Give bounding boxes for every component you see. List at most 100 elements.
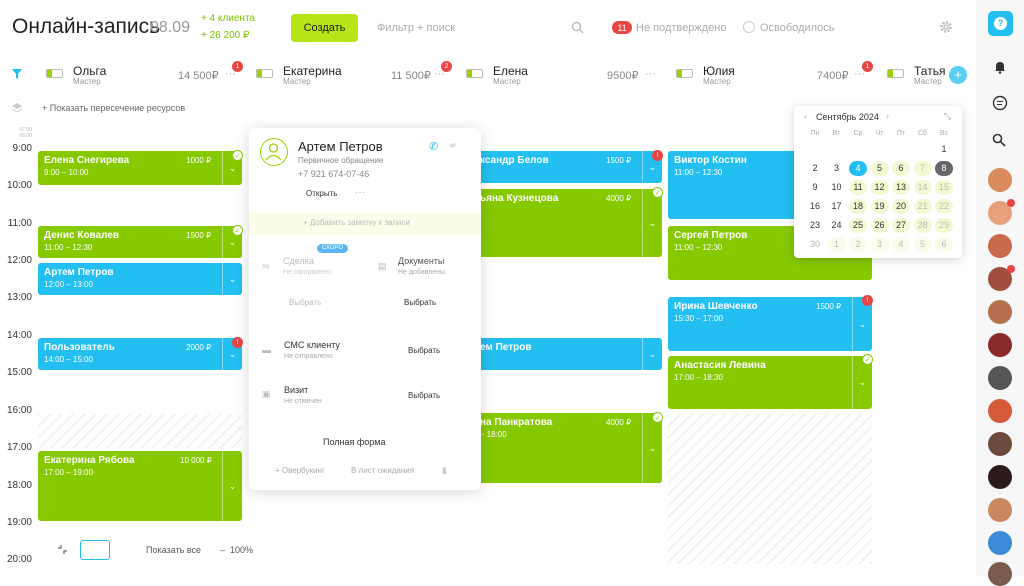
more-icon[interactable]: ··· xyxy=(225,68,236,80)
add-note-button[interactable]: + Добавить заметку к записи xyxy=(303,218,410,227)
search-input[interactable]: Фильтр + поиск xyxy=(377,22,456,34)
next-month-icon[interactable]: › xyxy=(886,111,889,121)
more-icon[interactable]: ··· xyxy=(854,68,865,80)
trash-icon[interactable]: ▮ xyxy=(442,465,447,475)
calendar-day[interactable]: 13 xyxy=(892,180,910,195)
show-all-button[interactable]: Показать все xyxy=(146,545,201,555)
calendar-day[interactable]: 7 xyxy=(913,161,932,176)
chevron-down-icon[interactable]: ⌄ xyxy=(642,189,662,257)
avatar[interactable] xyxy=(988,399,1012,423)
avatar[interactable] xyxy=(988,300,1012,324)
chevron-down-icon[interactable]: ⌄ xyxy=(222,226,242,258)
avatar[interactable] xyxy=(988,333,1012,357)
appointment-card[interactable]: Артем Петров 12:00 – 13:00 ⌄ xyxy=(38,263,242,295)
more-icon[interactable]: ··· xyxy=(434,68,445,80)
search-sidebar-icon[interactable] xyxy=(992,133,1006,147)
appointment-card[interactable]: Пользователь 14:00 – 15:00 2000 ₽ ⌄ xyxy=(38,338,242,370)
calendar-day[interactable]: 6 xyxy=(892,161,910,176)
calendar-day[interactable]: 12 xyxy=(870,180,889,195)
avatar[interactable] xyxy=(988,234,1012,258)
collapse-icon[interactable]: ⤡ xyxy=(944,111,952,121)
note-area[interactable] xyxy=(249,212,481,236)
client-phone[interactable]: +7 921 674-07-46 xyxy=(298,169,370,179)
chevron-down-icon[interactable]: ⌄ xyxy=(222,263,242,295)
add-resource-button[interactable]: + xyxy=(949,66,967,84)
avatar[interactable] xyxy=(988,498,1012,522)
calendar-day[interactable]: 4 xyxy=(849,161,867,176)
avatar[interactable] xyxy=(988,366,1012,390)
calendar-day[interactable]: 20 xyxy=(892,199,910,214)
appointment-card[interactable]: ксандр Белов 1500 ₽ ⌄ xyxy=(458,151,662,183)
collapse-icon[interactable] xyxy=(57,544,68,555)
more-icon[interactable]: ··· xyxy=(355,187,365,198)
calendar-day[interactable]: 9 xyxy=(812,182,818,192)
full-form-link[interactable]: Полная форма xyxy=(323,437,386,447)
create-button[interactable]: Создать xyxy=(291,14,358,42)
resource-name[interactable]: Татья xyxy=(914,64,946,78)
calendar-day[interactable]: 8 xyxy=(935,161,953,176)
deal-choose-button[interactable]: Выбрать xyxy=(289,298,322,307)
sms-choose-button[interactable]: Выбрать xyxy=(408,346,441,355)
chat-icon[interactable] xyxy=(992,95,1008,111)
avatar[interactable] xyxy=(988,531,1012,555)
search-icon[interactable] xyxy=(571,21,584,34)
calendar-day[interactable]: 27 xyxy=(892,218,910,233)
calendar-day[interactable]: 1 xyxy=(941,144,947,154)
open-button[interactable]: Открыть xyxy=(306,189,338,198)
calendar-day[interactable]: 24 xyxy=(831,220,842,230)
calendar-day[interactable]: 4 xyxy=(892,237,910,252)
filter-icon[interactable] xyxy=(11,68,23,80)
calendar-day[interactable]: 16 xyxy=(809,201,820,211)
unconfirmed-filter[interactable]: Не подтверждено xyxy=(636,22,727,34)
docs-choose-button[interactable]: Выбрать xyxy=(404,298,437,307)
avatar[interactable] xyxy=(988,562,1012,586)
client-name[interactable]: Артем Петров xyxy=(298,139,383,154)
appointment-card[interactable]: Денис Ковалев 11:00 – 12:30 1500 ₽ ⌄ xyxy=(38,226,242,258)
calendar-day[interactable]: 28 xyxy=(913,218,932,233)
calendar-day[interactable]: 5 xyxy=(913,237,932,252)
calendar-title[interactable]: Сентябрь 2024 xyxy=(816,112,879,122)
chevron-down-icon[interactable]: ⌄ xyxy=(222,338,242,370)
calendar-day[interactable]: 25 xyxy=(849,218,867,233)
calendar-day[interactable]: 29 xyxy=(935,218,953,233)
calendar-day[interactable]: 3 xyxy=(833,163,839,173)
appointment-card[interactable]: Екатерина Рябова 17:00 – 19:00 10 000 ₽ … xyxy=(38,451,242,521)
prev-month-icon[interactable]: ‹ xyxy=(804,111,807,121)
message-icon[interactable]: ▰ xyxy=(449,140,457,151)
more-icon[interactable]: ··· xyxy=(645,68,656,80)
resource-name[interactable]: Ольга xyxy=(73,64,107,78)
avatar[interactable] xyxy=(988,465,1012,489)
chevron-down-icon[interactable]: ⌄ xyxy=(222,151,242,185)
calendar-day[interactable]: 23 xyxy=(809,220,820,230)
freed-toggle-icon[interactable] xyxy=(743,21,755,33)
calendar-day[interactable]: 22 xyxy=(935,199,953,214)
overbooking-button[interactable]: + Овербукинг xyxy=(275,466,325,475)
resource-name[interactable]: Юлия xyxy=(703,64,735,78)
calendar-day[interactable]: 17 xyxy=(831,201,842,211)
chevron-down-icon[interactable]: ⌄ xyxy=(222,451,242,521)
appointment-card[interactable]: ем Петров ⌄ xyxy=(458,338,662,370)
zoom-out-button[interactable]: – xyxy=(220,545,226,555)
appointment-card[interactable]: на Панкратова – 18:00 4000 ₽ ⌄ xyxy=(458,413,662,483)
show-overlap-link[interactable]: + Показать пересечение ресурсов xyxy=(42,103,186,113)
appointment-card[interactable]: Ирина Шевченко 15:30 – 17:00 1500 ₽ ⌄ xyxy=(668,297,872,351)
chevron-down-icon[interactable]: ⌄ xyxy=(852,356,872,409)
resource-name[interactable]: Екатерина xyxy=(283,64,342,78)
calendar-day[interactable]: 26 xyxy=(870,218,889,233)
chevron-down-icon[interactable]: ⌄ xyxy=(852,297,872,351)
visit-choose-button[interactable]: Выбрать xyxy=(408,391,441,400)
appointment-card[interactable]: Анастасия Левина 17:00 – 18:30 ⌄ xyxy=(668,356,872,409)
phone-icon[interactable]: ✆ xyxy=(429,141,439,153)
current-date[interactable]: 08.09 xyxy=(150,19,191,36)
calendar-day[interactable]: 5 xyxy=(870,161,889,176)
freed-filter[interactable]: Освободилось xyxy=(760,22,835,34)
calendar-day[interactable]: 1 xyxy=(827,237,846,252)
calendar-day[interactable]: 18 xyxy=(849,199,867,214)
calendar-day[interactable]: 19 xyxy=(870,199,889,214)
waitlist-button[interactable]: В лист ожидания xyxy=(351,466,415,475)
calendar-day[interactable]: 3 xyxy=(870,237,889,252)
help-icon[interactable]: ? xyxy=(988,11,1013,36)
chevron-down-icon[interactable]: ⌄ xyxy=(642,151,662,183)
chevron-down-icon[interactable]: ⌄ xyxy=(642,338,662,370)
calendar-day[interactable]: 14 xyxy=(913,180,932,195)
